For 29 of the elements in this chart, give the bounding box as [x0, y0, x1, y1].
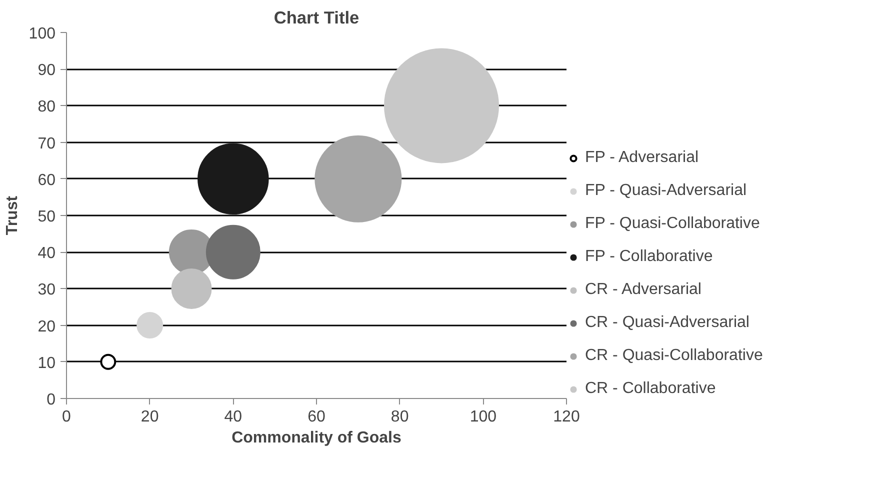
- x-tick-label: 40: [224, 408, 242, 426]
- legend-label: FP - Adversarial: [585, 149, 699, 167]
- y-tick-label: 70: [38, 135, 56, 152]
- legend-label: FP - Quasi-Collaborative: [585, 215, 760, 233]
- y-tick-label: 50: [38, 208, 56, 226]
- chart-title: Chart Title: [274, 8, 360, 28]
- y-tick-label: 60: [38, 172, 56, 189]
- legend-label: FP - Collaborative: [585, 248, 713, 266]
- y-tick-label: 100: [28, 26, 56, 42]
- y-tick-label: 30: [38, 282, 56, 299]
- x-tick-label: 100: [470, 408, 497, 426]
- legend-label: FP - Quasi-Adversarial: [585, 182, 747, 200]
- y-tick-label: 40: [38, 245, 56, 262]
- y-tick-label: 0: [46, 392, 56, 408]
- x-axis-title: Commonality of Goals: [232, 430, 402, 446]
- y-tick-label: 20: [38, 318, 56, 336]
- legend-label: CR - Collaborative: [585, 380, 716, 398]
- x-tick-label: 80: [390, 408, 409, 426]
- y-axis-title: Trust: [4, 195, 21, 236]
- y-tick-label: 10: [38, 354, 56, 372]
- x-tick-label: 0: [62, 408, 72, 426]
- legend-label: CR - Quasi-Collaborative: [585, 347, 763, 365]
- legend-label: CR - Adversarial: [585, 281, 702, 299]
- x-tick-label: 120: [553, 408, 580, 426]
- y-tick-label: 90: [38, 62, 56, 80]
- x-tick-label: 20: [140, 408, 159, 426]
- y-tick-label: 80: [38, 98, 56, 116]
- legend-label: CR - Quasi-Adversarial: [585, 314, 750, 332]
- x-tick-label: 60: [308, 408, 326, 426]
